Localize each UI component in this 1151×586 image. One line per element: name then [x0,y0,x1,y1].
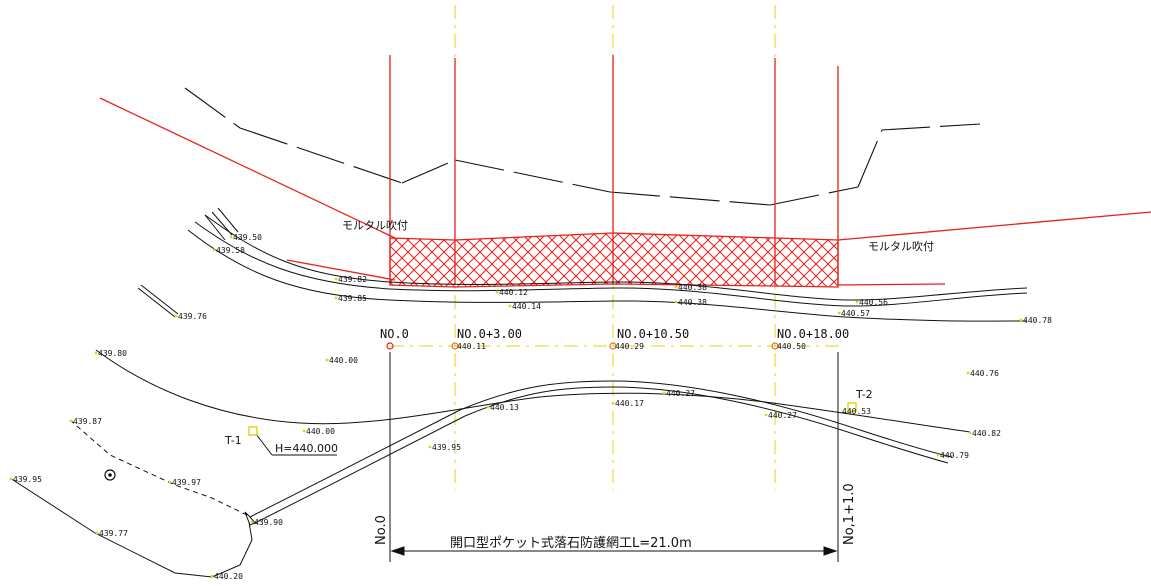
section-label-no1: No,1+1.0 [842,483,857,545]
elevation-label: 440.38 [678,283,707,292]
station-marker-icon [771,342,779,350]
elevation-dots [9,235,1023,578]
elevation-label: 440.12 [499,288,528,297]
mortar-label-right: モルタル吹付 [868,240,934,253]
dimension-line [389,352,839,562]
station-marker-icon [451,342,459,350]
toe-left [286,259,396,281]
elevation-label: 440.20 [214,572,243,581]
elevation-label: 439.76 [178,312,207,321]
elevation-label: 440.29 [615,342,644,351]
station-marker-icon [609,342,617,350]
elevation-label: 440.78 [1023,316,1052,325]
elevation-label: 440.27 [768,411,797,420]
elevation-label: 439.95 [13,475,42,484]
h-callout [255,433,337,456]
dimension-label: 開口型ポケット式落石防護網工L=21.0m [450,535,692,551]
section-label-no0: No.0 [374,515,389,545]
elevation-label: 440.27 [666,389,695,398]
mortar-label-left: モルタル吹付 [342,219,408,232]
elevation-label: 439.82 [338,275,367,284]
elevation-label: 440.00 [329,356,358,365]
elevation-label: 439.77 [99,529,128,538]
elevation-label: 439.58 [216,246,245,255]
elevation-label: 440.82 [972,429,1001,438]
elevation-label: 439.90 [254,518,283,527]
station-label-no0: NO.0 [380,327,409,341]
elevation-label: 439.97 [172,478,201,487]
toe-right [837,283,946,286]
upper-road [137,207,1028,322]
h-value-label: H=440.000 [275,442,338,455]
elevation-label: 440.57 [841,309,870,318]
boundary-line [9,419,253,578]
t2-label: T-2 [855,388,873,401]
station-label-no0-18: NO.0+18.00 [777,327,849,341]
elevation-label: 440.50 [777,342,806,351]
elevation-labels: 439.50 439.58 439.82 439.85 440.12 440.1… [13,233,1052,581]
origin-marker-icon [386,342,394,350]
elevation-label: 440.38 [678,298,707,307]
elevation-label: 440.13 [490,403,519,412]
t1-marker-icon [248,426,258,436]
elevation-label: 439.95 [432,443,461,452]
elevation-label: 440.14 [512,302,541,311]
elevation-label: 439.87 [73,417,102,426]
slope-left [99,97,396,239]
elevation-label: 440.56 [859,298,888,307]
t2-marker-icon [847,402,857,412]
ridge-line [184,87,981,206]
survey-symbol-icon [104,469,116,481]
station-label-no0-3: NO.0+3.00 [457,327,522,341]
elevation-label: 439.80 [98,349,127,358]
elevation-label: 439.85 [338,294,367,303]
slope-right [837,211,1151,241]
station-label-no0-10: NO.0+10.50 [617,327,689,341]
elevation-label: 440.17 [615,399,644,408]
net-area-hatch [389,232,839,288]
elevation-label: 440.76 [970,369,999,378]
t1-label: T-1 [224,434,242,447]
elevation-label: 440.79 [940,451,969,460]
elevation-label: 440.00 [306,427,335,436]
elevation-label: 440.53 [842,407,871,416]
lower-road [95,349,971,526]
elevation-label: 439.50 [233,233,262,242]
elevation-label: 440.11 [457,342,486,351]
